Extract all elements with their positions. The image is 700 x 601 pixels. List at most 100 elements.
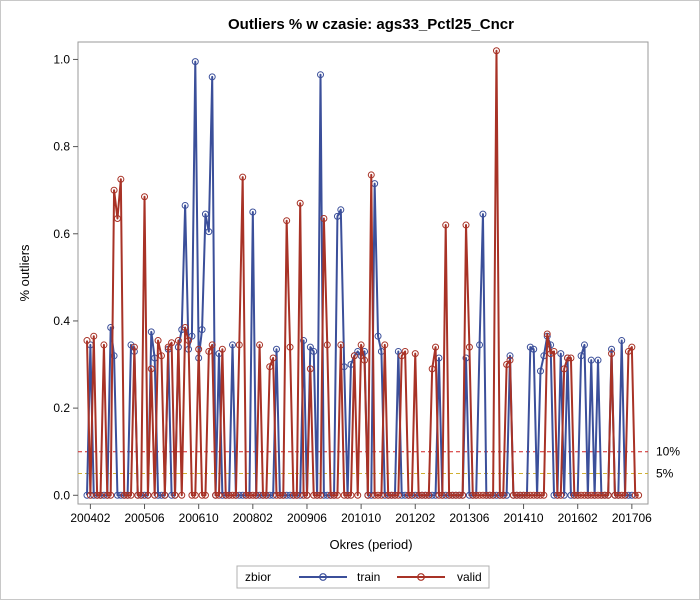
point-valid-155 bbox=[608, 350, 616, 358]
x-tick-label-9: 201602 bbox=[558, 511, 598, 525]
point-valid-34 bbox=[198, 491, 206, 499]
point-valid-28 bbox=[178, 491, 186, 499]
point-valid-18 bbox=[144, 491, 152, 499]
point-valid-126 bbox=[509, 491, 517, 499]
point-valid-123 bbox=[499, 491, 507, 499]
point-train-7 bbox=[107, 323, 115, 331]
point-valid-114 bbox=[469, 491, 477, 499]
point-valid-57 bbox=[276, 491, 284, 499]
point-valid-37 bbox=[208, 341, 216, 349]
point-valid-64 bbox=[300, 491, 308, 499]
point-valid-68 bbox=[313, 491, 321, 499]
point-valid-146 bbox=[577, 491, 585, 499]
point-valid-140 bbox=[557, 491, 565, 499]
point-train-56 bbox=[273, 345, 281, 353]
point-valid-112 bbox=[462, 221, 470, 229]
point-valid-119 bbox=[486, 491, 494, 499]
x-axis: 200402 200506 200610 200802 200906 201010 2012… bbox=[70, 504, 652, 525]
point-valid-16 bbox=[137, 491, 145, 499]
y-tick-label-5: 1.0 bbox=[53, 52, 70, 66]
point-valid-102 bbox=[428, 365, 436, 373]
point-train-64 bbox=[300, 337, 308, 345]
point-valid-124 bbox=[503, 361, 511, 369]
x-tick-label-5: 201010 bbox=[341, 511, 381, 525]
point-valid-65 bbox=[303, 491, 311, 499]
point-valid-106 bbox=[442, 221, 450, 229]
point-train-49 bbox=[249, 208, 257, 216]
point-valid-3 bbox=[93, 491, 101, 499]
point-valid-79 bbox=[350, 352, 358, 360]
point-train-37 bbox=[208, 73, 216, 81]
point-valid-145 bbox=[574, 491, 582, 499]
point-valid-80 bbox=[354, 491, 362, 499]
point-valid-9 bbox=[113, 215, 121, 223]
point-valid-139 bbox=[553, 491, 561, 499]
point-valid-143 bbox=[567, 354, 575, 362]
point-valid-92 bbox=[394, 491, 402, 499]
point-valid-40 bbox=[218, 345, 226, 353]
series-line-valid bbox=[86, 49, 639, 497]
point-valid-31 bbox=[188, 491, 196, 499]
point-valid-105 bbox=[438, 491, 446, 499]
point-valid-99 bbox=[418, 491, 426, 499]
point-valid-108 bbox=[448, 491, 456, 499]
point-train-9 bbox=[113, 491, 121, 499]
point-valid-110 bbox=[455, 491, 463, 499]
ref-line-label-0: 10% bbox=[656, 445, 680, 459]
point-train-29 bbox=[181, 201, 189, 209]
point-valid-32 bbox=[191, 491, 199, 499]
point-valid-84 bbox=[367, 171, 375, 179]
point-valid-128 bbox=[516, 491, 524, 499]
point-valid-89 bbox=[384, 491, 392, 499]
point-valid-66 bbox=[306, 365, 314, 373]
x-axis-label: Okres (period) bbox=[329, 537, 412, 552]
point-valid-77 bbox=[344, 491, 352, 499]
point-valid-129 bbox=[520, 491, 528, 499]
point-valid-149 bbox=[587, 491, 595, 499]
point-train-116 bbox=[476, 341, 484, 349]
x-tick-label-0: 200402 bbox=[70, 511, 110, 525]
series-valid bbox=[83, 47, 643, 499]
point-valid-42 bbox=[225, 491, 233, 499]
point-valid-144 bbox=[570, 491, 578, 499]
point-valid-127 bbox=[513, 491, 521, 499]
point-valid-61 bbox=[289, 491, 297, 499]
x-tick-label-10: 201706 bbox=[612, 511, 652, 525]
point-valid-125 bbox=[506, 356, 514, 364]
legend-title: zbior bbox=[245, 570, 271, 584]
x-tick-label-2: 200610 bbox=[179, 511, 219, 525]
point-valid-148 bbox=[584, 491, 592, 499]
point-train-35 bbox=[201, 210, 209, 218]
point-valid-33 bbox=[195, 345, 203, 353]
y-axis-label: % outliers bbox=[17, 244, 32, 302]
point-valid-23 bbox=[161, 491, 169, 499]
point-valid-19 bbox=[147, 365, 155, 373]
point-valid-116 bbox=[476, 491, 484, 499]
point-valid-94 bbox=[401, 347, 409, 355]
point-valid-91 bbox=[391, 491, 399, 499]
point-valid-160 bbox=[624, 347, 632, 355]
point-valid-39 bbox=[215, 491, 223, 499]
point-valid-55 bbox=[269, 354, 277, 362]
point-valid-100 bbox=[421, 491, 429, 499]
point-valid-54 bbox=[266, 363, 274, 371]
point-valid-43 bbox=[229, 491, 237, 499]
ref-line-label-1: 5% bbox=[656, 466, 674, 480]
point-valid-75 bbox=[337, 341, 345, 349]
point-valid-70 bbox=[320, 215, 328, 223]
point-valid-24 bbox=[164, 343, 172, 351]
point-valid-96 bbox=[408, 491, 416, 499]
point-train-151 bbox=[594, 356, 602, 364]
point-valid-141 bbox=[560, 365, 568, 373]
point-valid-1 bbox=[86, 491, 94, 499]
point-train-92 bbox=[394, 347, 402, 355]
point-valid-10 bbox=[117, 175, 125, 183]
point-train-146 bbox=[577, 352, 585, 360]
point-valid-73 bbox=[330, 491, 338, 499]
point-valid-38 bbox=[212, 491, 220, 499]
point-valid-60 bbox=[286, 343, 294, 351]
legend-item-train: train bbox=[299, 570, 380, 584]
point-valid-30 bbox=[185, 337, 193, 345]
point-train-8 bbox=[110, 352, 118, 360]
y-tick-label-2: 0.4 bbox=[53, 314, 70, 328]
